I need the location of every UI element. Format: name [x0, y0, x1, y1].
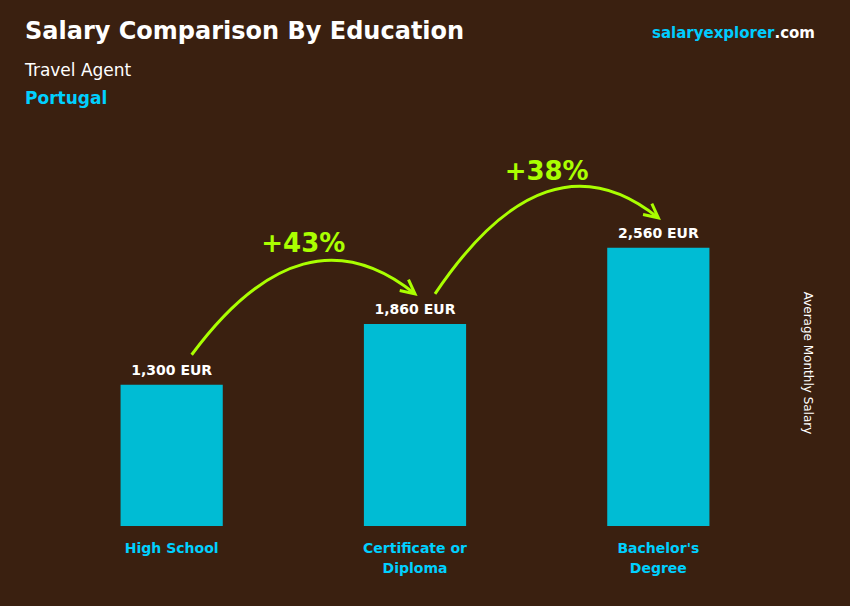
svg-text:1,300 EUR: 1,300 EUR	[131, 362, 212, 378]
svg-text:High School: High School	[125, 540, 219, 556]
svg-text:Bachelor's: Bachelor's	[617, 540, 699, 556]
svg-text:Portugal: Portugal	[25, 88, 107, 108]
svg-text:Degree: Degree	[630, 560, 687, 576]
svg-text:Diploma: Diploma	[383, 560, 448, 576]
svg-text:Travel Agent: Travel Agent	[24, 60, 132, 80]
svg-text:Salary Comparison By Education: Salary Comparison By Education	[25, 17, 464, 45]
svg-text:1,860 EUR: 1,860 EUR	[375, 301, 456, 317]
svg-text:+38%: +38%	[505, 156, 589, 186]
svg-text:Certificate or: Certificate or	[363, 540, 467, 556]
svg-text:.com: .com	[774, 24, 815, 42]
svg-text:2,560 EUR: 2,560 EUR	[618, 225, 699, 241]
svg-text:explorer: explorer	[703, 24, 775, 42]
svg-text:Average Monthly Salary: Average Monthly Salary	[801, 292, 815, 435]
svg-text:salary: salary	[652, 24, 704, 42]
svg-text:+43%: +43%	[261, 228, 345, 258]
